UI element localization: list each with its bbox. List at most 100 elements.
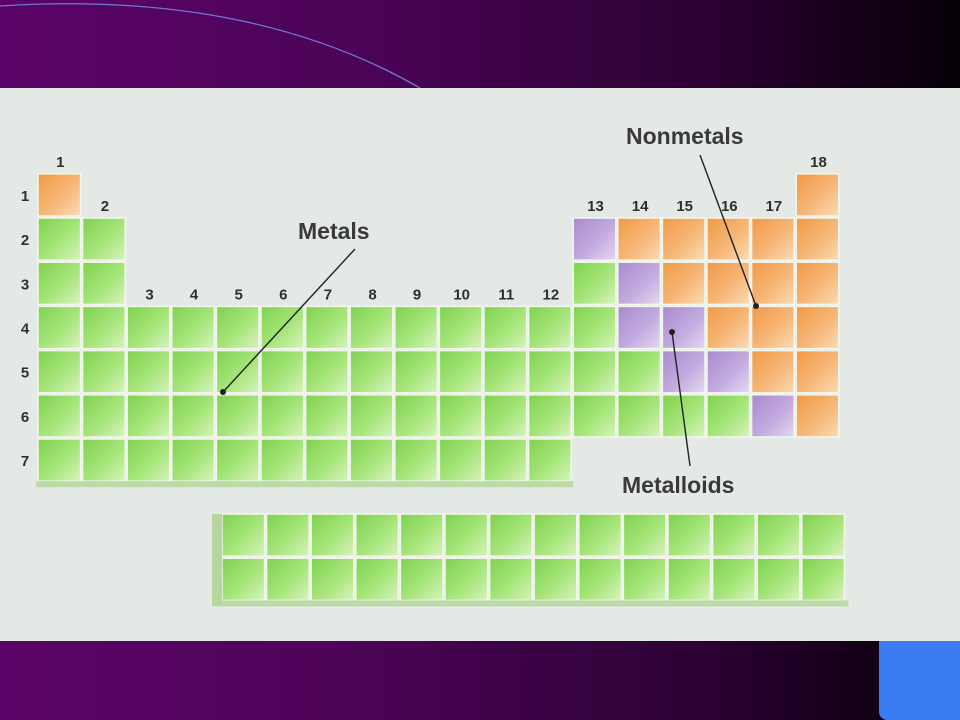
element-cell-metal [706,394,751,438]
element-cell-metal [37,305,82,350]
f-block-cell [488,557,533,602]
element-cell-nonmetal [706,305,751,350]
group-number-label: 9 [413,286,421,303]
f-block-cell [578,513,623,557]
f-block-cell [310,513,355,557]
metals-callout: Metals [220,218,370,395]
element-cell-metal [438,349,483,394]
f-block-cell [355,513,400,557]
element-cell-metal [527,305,572,350]
element-cell-metal [349,305,394,350]
group-number-label: 11 [498,286,514,303]
metals-label: Metals [298,218,370,244]
element-cell-nonmetal [795,394,840,438]
f-block-base-shadow [212,600,849,607]
element-cell-metal [37,261,82,306]
element-cell-metal [483,394,528,438]
element-cell-nonmetal [706,261,751,306]
group-number-label: 16 [721,198,738,215]
group-number-label: 2 [101,198,109,215]
element-cell-metal [304,438,349,482]
f-block-cell [444,513,489,557]
group-number-label: 7 [324,286,332,303]
element-cell-metal [572,394,617,438]
element-cell-nonmetal [795,217,840,261]
element-cell-metal [171,394,216,438]
element-cell-metalloid [750,394,795,438]
slide-footer-band [0,641,960,720]
element-cell-metal [572,349,617,394]
f-block-cell [488,513,533,557]
nonmetals-label: Nonmetals [626,123,744,149]
element-cell-nonmetal [661,261,706,306]
f-block-cell [310,557,355,602]
element-cell-nonmetal [750,261,795,306]
element-cell-nonmetal [750,349,795,394]
element-cell-nonmetal [706,217,751,261]
element-cell-metal [572,261,617,306]
element-cell-metal [215,438,260,482]
f-block-cell [265,513,310,557]
element-cell-nonmetal [795,173,840,217]
element-cell-metal [394,349,439,394]
element-cell-nonmetal [795,305,840,350]
group-number-label: 14 [632,198,649,215]
nonmetals-callout: Nonmetals [626,123,759,309]
f-block-cell [221,557,266,602]
element-cell-metal [126,394,171,438]
f-block-cell [801,513,846,557]
element-cell-metal [394,305,439,350]
f-block-cell [622,513,667,557]
f-block-cell [667,513,712,557]
metals-pointer-line [222,248,356,393]
element-cell-metal [37,349,82,394]
element-cell-nonmetal [750,305,795,350]
element-cell-nonmetal [795,261,840,306]
table-base-shadow [36,481,574,488]
element-cell-metal [349,394,394,438]
element-cell-metal [617,394,662,438]
f-block-cell [801,557,846,602]
element-cell-metal [126,438,171,482]
metalloids-pointer-line [671,331,691,467]
element-cell-metal [81,261,126,306]
f-block-cell [622,557,667,602]
main-table-cells [36,173,840,488]
element-cell-metal [37,438,82,482]
element-cell-metal [260,438,305,482]
element-cell-metal [438,394,483,438]
element-cell-metal [37,394,82,438]
element-cell-metal [215,394,260,438]
element-cell-metal [171,305,216,350]
element-cell-metal [81,394,126,438]
element-cell-metal [349,438,394,482]
element-cell-metal [438,305,483,350]
period-number-label: 4 [21,321,30,338]
element-cell-metal [394,438,439,482]
f-block-cell [756,513,801,557]
period-number-label: 7 [21,453,29,470]
element-cell-metal [171,438,216,482]
element-cell-metal [304,349,349,394]
element-cell-metal [260,349,305,394]
element-cell-metal [81,217,126,261]
period-number-label: 5 [21,365,29,382]
group-number-label: 4 [190,286,199,303]
group-number-label: 12 [543,286,560,303]
element-cell-metal [81,438,126,482]
element-cell-metalloid [572,217,617,261]
f-block-side-shadow [212,514,222,605]
group-number-label: 1 [56,154,64,171]
f-block-cell [667,557,712,602]
f-block-cell [221,513,266,557]
element-cell-metalloid [661,305,706,350]
f-block-cell [265,557,310,602]
element-cell-metal [483,438,528,482]
element-cell-metal [527,438,572,482]
period-number-label: 6 [21,409,29,426]
element-cell-metal [81,305,126,350]
f-block-cell [533,513,578,557]
element-cell-metal [304,394,349,438]
